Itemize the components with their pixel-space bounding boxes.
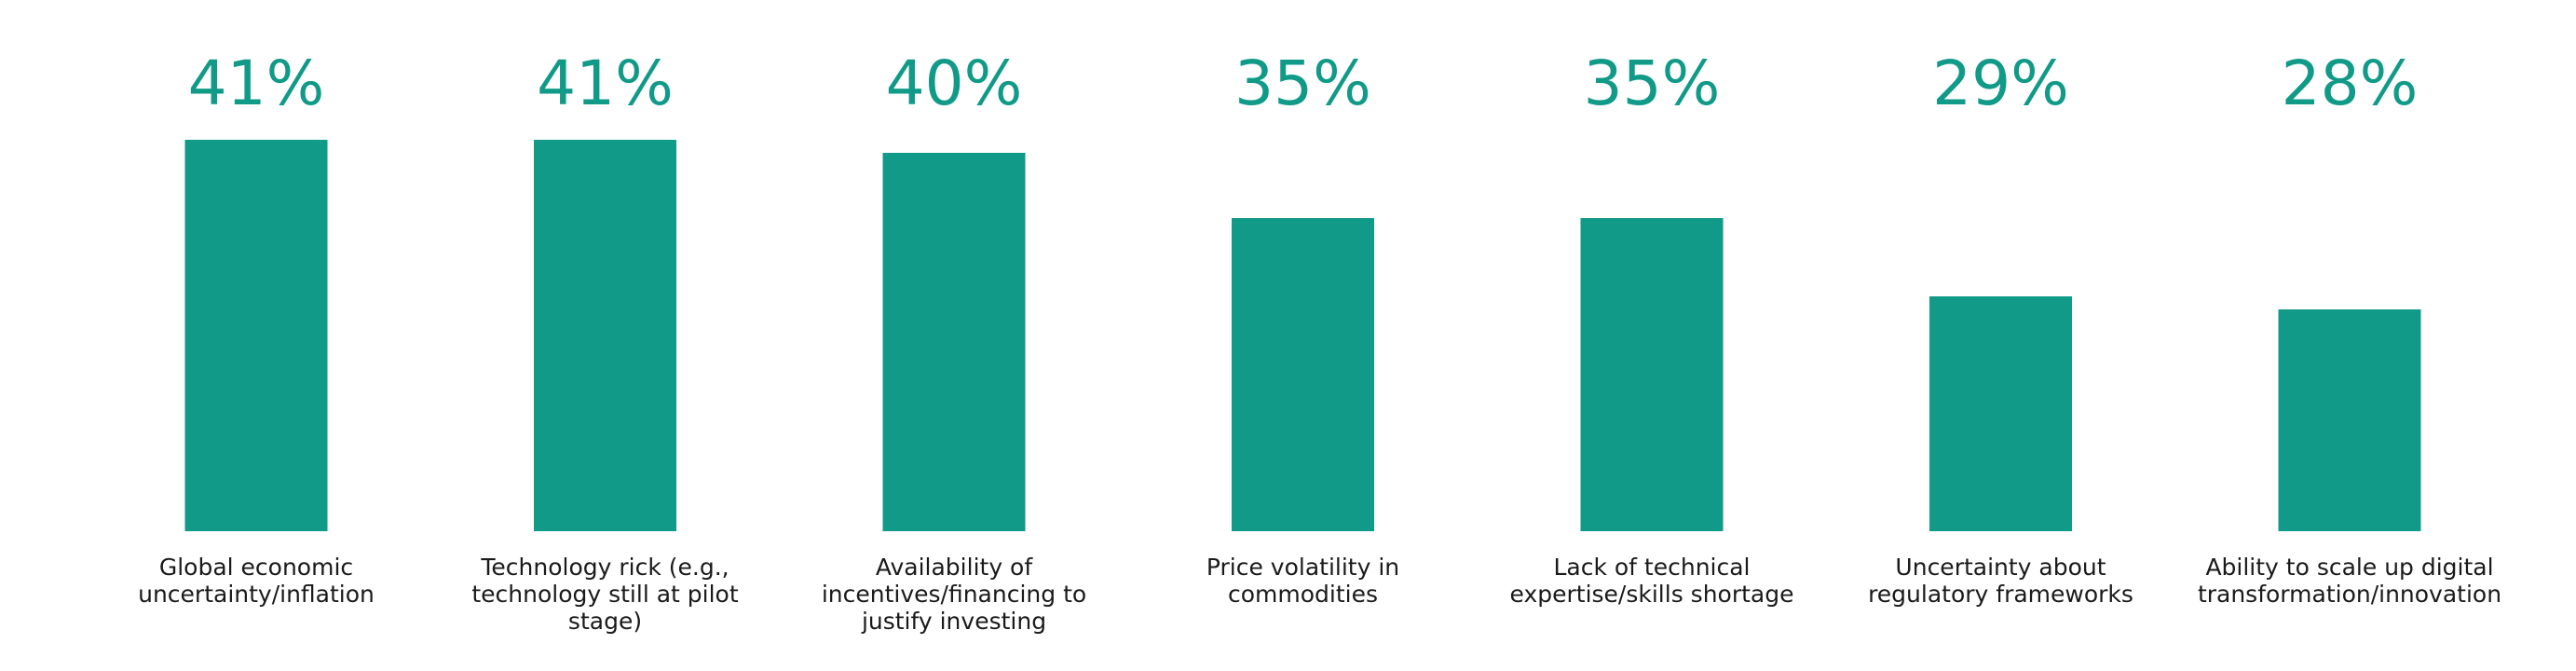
category-label: regulatory frameworks [1868, 581, 2133, 608]
category-label: Price volatility in [1206, 554, 1399, 581]
category-label: justify investing [861, 608, 1046, 635]
bar [184, 140, 328, 531]
category-label: technology still at pilot [471, 581, 739, 608]
value-label: 40% [886, 48, 1023, 119]
category-label: transformation/innovation [2198, 581, 2501, 608]
bar [2278, 309, 2421, 531]
bar [882, 153, 1026, 531]
value-label: 41% [188, 48, 325, 119]
value-label: 35% [1234, 48, 1371, 119]
category-label: uncertainty/inflation [138, 581, 375, 608]
bar [1232, 218, 1374, 531]
bar [1929, 296, 2072, 531]
category-label: Uncertainty about [1895, 554, 2106, 581]
category-label: incentives/financing to [822, 581, 1086, 608]
category-label: commodities [1228, 581, 1378, 608]
bar [1580, 218, 1724, 531]
category-label: Global economic [159, 554, 353, 581]
category-label: Availability of [876, 554, 1034, 581]
value-label: 35% [1584, 48, 1721, 119]
category-label: Ability to scale up digital [2205, 554, 2493, 581]
category-label: expertise/skills shortage [1510, 581, 1794, 608]
category-label: stage) [568, 608, 642, 635]
category-label: Technology rick (e.g., [480, 554, 729, 581]
category-label: Lack of technical [1553, 554, 1750, 581]
value-label: 29% [1932, 48, 2069, 119]
value-label: 41% [537, 48, 674, 119]
bar [534, 140, 676, 531]
value-label: 28% [2282, 48, 2419, 119]
